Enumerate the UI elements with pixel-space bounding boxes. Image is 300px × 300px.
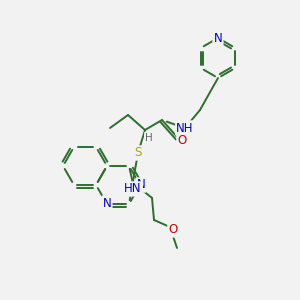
Text: N: N xyxy=(103,196,111,210)
Text: HN: HN xyxy=(124,182,142,195)
Text: S: S xyxy=(134,146,142,160)
Text: N: N xyxy=(136,178,146,191)
Text: N: N xyxy=(214,32,222,44)
Text: H: H xyxy=(145,133,153,143)
Text: O: O xyxy=(177,134,187,146)
Text: O: O xyxy=(168,224,178,236)
Text: NH: NH xyxy=(176,122,194,134)
